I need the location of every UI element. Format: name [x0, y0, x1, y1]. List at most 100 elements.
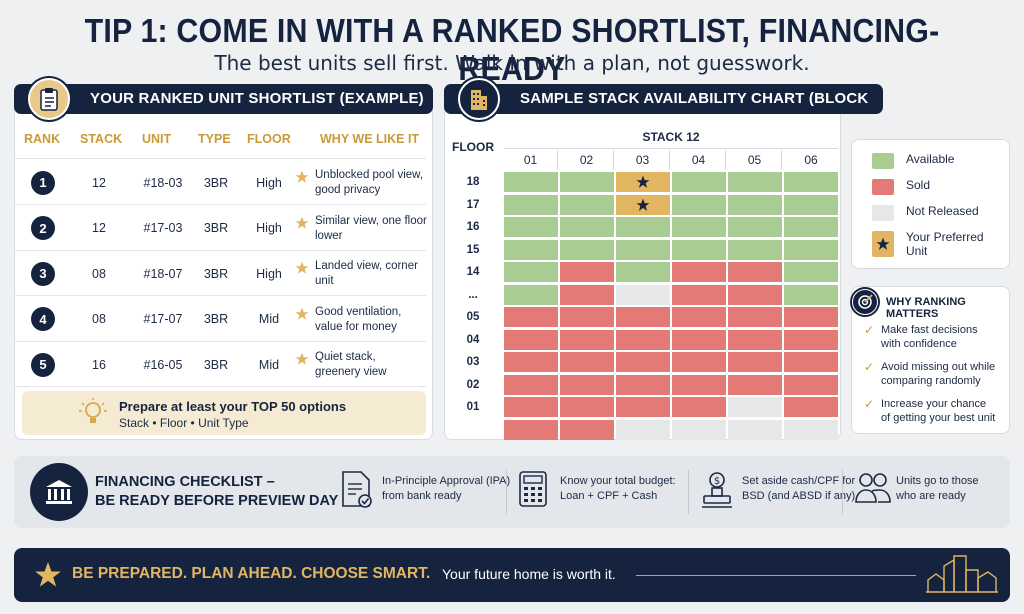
legend-label: Not Released: [906, 204, 979, 218]
why-line: Similar view, one floor: [315, 214, 427, 227]
money-stamp-icon: $: [700, 470, 734, 515]
unit-cell: [560, 284, 614, 305]
star-icon: [295, 170, 309, 183]
footer-tagline: Your future home is worth it.: [442, 566, 616, 582]
cell-floor: High: [256, 266, 282, 281]
why-ranking-line: comparing randomly: [881, 375, 981, 387]
unit-cell: [560, 329, 614, 350]
legend-swatch-preferred: [872, 231, 894, 257]
col-stack: STACK: [80, 132, 123, 146]
building-icon: [458, 78, 500, 120]
unit-cell: [616, 307, 670, 327]
prepare-tip-detail: Stack • Floor • Unit Type: [119, 416, 249, 430]
why-line: greenery view: [315, 366, 387, 378]
col-type: TYPE: [198, 132, 231, 146]
svg-text:$: $: [714, 476, 720, 487]
unit-cell: [560, 352, 614, 372]
floor-label: 03: [466, 356, 480, 368]
unit-cell: [784, 419, 838, 440]
target-icon: [852, 289, 878, 315]
unit-cell: [784, 307, 838, 327]
unit-cell: [504, 217, 558, 237]
financing-item-line: Loan + CPF + Cash: [560, 490, 658, 502]
stack-header-divider: [504, 148, 838, 149]
cell-stack: 12: [92, 175, 106, 190]
unit-cell: [504, 307, 558, 327]
legend-swatch-available: [872, 153, 894, 169]
cell-unit: #18-07: [143, 266, 183, 281]
floor-label: 05: [466, 311, 480, 323]
unit-cell: [728, 239, 782, 260]
shortlist-header: YOUR RANKED UNIT SHORTLIST (EXAMPLE): [14, 84, 433, 114]
shortlist-table-header: RANK STACK UNIT TYPE FLOOR WHY WE LIKE I…: [14, 132, 426, 152]
bank-icon: [30, 463, 88, 521]
financing-divider: [842, 470, 843, 514]
unit-cell: [560, 374, 614, 395]
cell-type: 3BR: [203, 266, 229, 281]
cell-why: Quiet stack, greenery view: [315, 350, 427, 380]
cell-floor: High: [256, 175, 282, 190]
floor-label: 16: [466, 221, 480, 233]
unit-cell: [504, 374, 558, 395]
why-line: Quiet stack,: [315, 351, 376, 363]
unit-cell: [784, 262, 838, 282]
cell-floor: Mid: [258, 357, 280, 372]
unit-cell: [784, 397, 838, 417]
why-ranking-line: with confidence: [881, 338, 957, 350]
cell-stack: 08: [92, 266, 106, 281]
skyline-icon: [926, 555, 998, 593]
why-line: value for money: [315, 320, 397, 333]
rank-badge: 1: [31, 170, 55, 195]
unit-cell: [784, 374, 838, 395]
unit-cell: [728, 374, 782, 395]
financing-item-line: Units go to those: [896, 475, 979, 487]
cell-why: Unblocked pool view, good privacy: [315, 168, 427, 198]
table-row: 4 08 #17-07 3BR Mid Good ventilation, value fo…: [14, 297, 426, 342]
financing-item: Units go to those who are ready: [896, 474, 979, 504]
unit-cell: [504, 352, 558, 372]
financing-item-line: BSD (and ABSD if any): [742, 490, 856, 502]
unit-cell: [784, 284, 838, 305]
check-icon: ✓: [864, 360, 875, 374]
cell-type: 3BR: [203, 357, 229, 372]
unit-cell: [728, 194, 782, 215]
col-why: WHY WE LIKE IT: [320, 132, 420, 146]
col-floor: FLOOR: [247, 132, 291, 146]
why-line: unit: [315, 275, 334, 287]
cell-floor: Mid: [258, 312, 280, 326]
clipboard-icon: [28, 78, 70, 120]
financing-checklist: FINANCING CHECKLIST – BE READY BEFORE PR…: [14, 456, 1010, 528]
why-ranking-item: ✓ Avoid missing out while comparing random…: [864, 360, 1010, 388]
unit-cell: [560, 419, 614, 440]
financing-item-line: Know your total budget:: [560, 475, 676, 487]
why-ranking-item: ✓ Increase your chance of getting your bes…: [864, 397, 1010, 425]
page-title: TIP 1: COME IN WITH A RANKED SHORTLIST, …: [84, 12, 940, 87]
shortlist-panel: [14, 84, 433, 440]
cell-rank: 1: [14, 160, 72, 205]
star-icon: [636, 198, 650, 211]
floor-label: 15: [466, 243, 480, 256]
floor-header: FLOOR: [452, 140, 494, 154]
cell-unit: #18-03: [143, 175, 183, 190]
rank-badge: 3: [31, 261, 55, 286]
star-icon: [295, 261, 309, 274]
unit-cell: [504, 397, 558, 417]
unit-cell: [616, 419, 670, 440]
chart-legend: Available Sold Not Released Your Preferred …: [851, 139, 1010, 269]
legend-swatch-not_released: [872, 205, 894, 221]
financing-item: In-Principle Approval (IPA) from bank rea…: [382, 474, 510, 504]
cell-rank: 3: [14, 251, 72, 296]
col-unit: UNIT: [142, 132, 172, 146]
stack-label: 01: [504, 150, 558, 170]
unit-cell: [672, 307, 726, 327]
unit-cell: [672, 262, 726, 282]
unit-cell: [784, 239, 838, 260]
unit-cell: [616, 172, 670, 192]
table-row: 2 12 #17-03 3BR High Similar view, one floor l…: [14, 206, 427, 251]
stack-chart-title: SAMPLE STACK AVAILABILITY CHART (BLOCK 1…: [520, 90, 869, 137]
prepare-tip-title: Prepare at least your TOP 50 options: [119, 399, 347, 414]
calculator-icon: [518, 470, 548, 513]
unit-cell: [728, 307, 782, 327]
document-check-icon: [340, 470, 374, 515]
rank-badge: 5: [31, 352, 55, 377]
